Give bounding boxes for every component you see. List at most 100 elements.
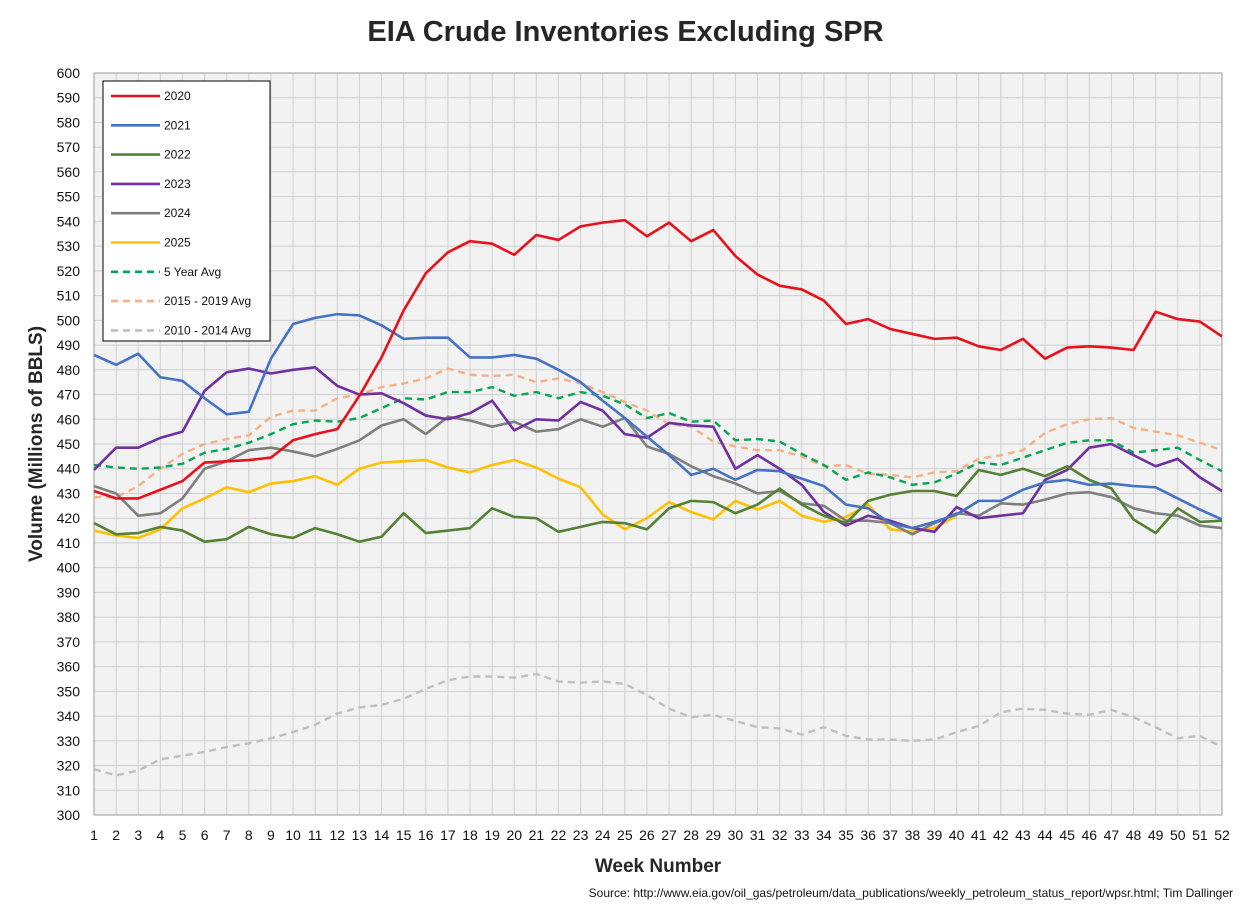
x-tick-label: 4 [156,827,164,843]
axis-ticks: 3003103203303403503603703803904004104204… [57,65,1230,843]
legend-label: 2025 [164,236,191,250]
y-tick-label: 510 [57,288,81,304]
x-tick-label: 11 [308,827,323,843]
x-tick-label: 6 [201,827,209,843]
x-tick-label: 32 [772,827,788,843]
series-line-2015-2019-avg [94,367,1223,499]
series-line-2025 [93,458,958,540]
x-tick-label: 46 [1082,827,1098,843]
x-tick-label: 42 [993,827,1009,843]
x-tick-label: 19 [484,827,500,843]
x-tick-label: 3 [134,827,142,843]
x-tick-label: 38 [905,827,921,843]
x-tick-label: 2 [112,827,120,843]
series-line-2023 [93,366,1223,534]
x-tick-label: 43 [1015,827,1031,843]
series-line-2020 [93,218,1223,500]
x-tick-label: 39 [927,827,943,843]
y-tick-label: 590 [57,90,81,106]
y-tick-label: 600 [57,65,81,81]
y-tick-label: 570 [57,139,81,155]
x-tick-label: 30 [728,827,744,843]
y-tick-label: 580 [57,114,81,130]
x-tick-label: 47 [1104,827,1120,843]
y-tick-label: 500 [57,312,81,328]
y-tick-label: 550 [57,189,81,205]
y-tick-label: 490 [57,337,81,353]
y-tick-label: 380 [57,609,81,625]
source-note: Source: http://www.eia.gov/oil_gas/petro… [588,886,1233,900]
y-tick-label: 460 [57,411,81,427]
x-tick-label: 25 [617,827,633,843]
y-tick-label: 450 [57,436,81,452]
x-axis-title: Week Number [595,856,722,877]
y-tick-label: 350 [57,683,81,699]
series-line-2010-2014-avg [93,672,1223,777]
x-tick-label: 9 [267,827,275,843]
y-tick-label: 340 [57,708,81,724]
x-tick-label: 21 [529,827,545,843]
x-tick-label: 45 [1059,827,1075,843]
legend-label: 2015 - 2019 Avg [164,294,251,308]
x-tick-label: 35 [838,827,854,843]
y-tick-label: 370 [57,634,81,650]
x-tick-label: 52 [1214,827,1230,843]
x-tick-label: 37 [882,827,898,843]
legend-label: 2024 [164,206,191,220]
y-tick-label: 310 [57,782,81,798]
y-tick-label: 440 [57,461,81,477]
legend-label: 2010 - 2014 Avg [164,323,251,337]
x-tick-label: 50 [1170,827,1186,843]
x-tick-label: 29 [706,827,722,843]
y-tick-label: 520 [57,263,81,279]
y-tick-label: 530 [57,238,81,254]
x-tick-label: 41 [971,827,987,843]
x-tick-label: 20 [506,827,522,843]
series-line-5-year-avg [93,385,1223,487]
legend-label: 5 Year Avg [164,265,221,279]
x-tick-label: 51 [1192,827,1208,843]
x-tick-label: 33 [794,827,810,843]
x-tick-label: 44 [1037,827,1053,843]
y-tick-label: 300 [57,807,81,823]
series-line-2021 [93,312,1223,530]
x-tick-label: 23 [573,827,589,843]
legend-label: 2020 [164,89,191,103]
x-tick-label: 14 [374,827,390,843]
y-tick-label: 560 [57,164,81,180]
x-tick-label: 5 [179,827,187,843]
y-tick-label: 330 [57,733,81,749]
legend-label: 2023 [164,177,191,191]
x-tick-label: 17 [440,827,456,843]
x-tick-label: 8 [245,827,253,843]
y-tick-label: 420 [57,510,81,526]
x-tick-label: 1 [90,827,98,843]
x-tick-label: 15 [396,827,412,843]
y-axis-title: Volume (Millions of BBLS) [26,326,47,562]
y-tick-label: 540 [57,213,81,229]
y-tick-label: 480 [57,362,81,378]
y-tick-label: 320 [57,758,81,774]
x-tick-label: 40 [949,827,965,843]
plot-border [93,72,1223,816]
y-tick-label: 410 [57,535,81,551]
x-tick-label: 24 [595,827,611,843]
x-tick-label: 18 [462,827,478,843]
x-tick-label: 28 [683,827,699,843]
x-tick-label: 31 [750,827,766,843]
x-tick-label: 13 [352,827,368,843]
x-tick-label: 48 [1126,827,1142,843]
y-tick-label: 470 [57,387,81,403]
y-tick-label: 430 [57,485,81,501]
legend: 2020 2021 2022 2023 2024 2025 5 Year Avg 2015 -… [102,80,271,342]
legend-label: 2021 [164,118,191,132]
x-tick-label: 10 [285,827,301,843]
y-tick-label: 400 [57,560,81,576]
series-lines [93,218,1223,777]
x-tick-label: 36 [860,827,876,843]
x-tick-label: 34 [816,827,832,843]
chart-title: EIA Crude Inventories Excluding SPR [367,16,884,48]
x-tick-label: 22 [551,827,567,843]
y-tick-label: 360 [57,659,81,675]
